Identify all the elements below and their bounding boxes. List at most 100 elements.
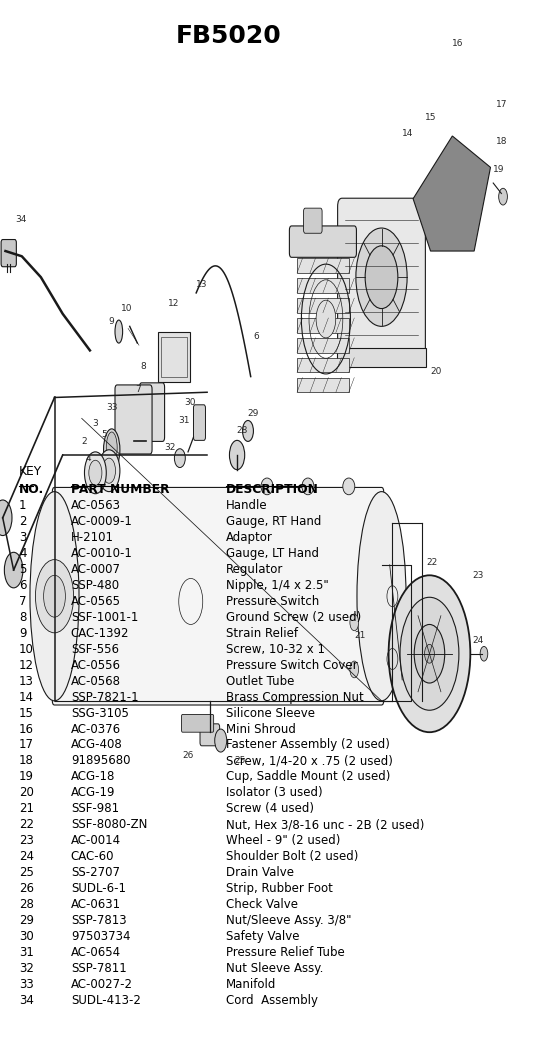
FancyBboxPatch shape: [297, 298, 349, 313]
FancyBboxPatch shape: [140, 383, 165, 441]
FancyBboxPatch shape: [297, 318, 349, 333]
Text: SUDL-413-2: SUDL-413-2: [71, 994, 141, 1006]
Text: Pressure Switch: Pressure Switch: [226, 595, 319, 608]
Text: AC-0010-1: AC-0010-1: [71, 547, 133, 560]
Text: AC-0568: AC-0568: [71, 675, 121, 687]
Text: 29: 29: [19, 914, 34, 927]
Text: 32: 32: [165, 444, 175, 452]
Text: 4: 4: [19, 547, 27, 560]
Text: SSP-7821-1: SSP-7821-1: [71, 690, 138, 704]
Text: H-2101: H-2101: [71, 531, 114, 544]
Text: Screw, 1/4-20 x .75 (2 used): Screw, 1/4-20 x .75 (2 used): [226, 754, 393, 768]
Text: Silicone Sleeve: Silicone Sleeve: [226, 707, 315, 720]
Text: 2: 2: [19, 515, 27, 528]
FancyBboxPatch shape: [304, 208, 322, 233]
Text: 10: 10: [19, 642, 34, 656]
Text: AC-0376: AC-0376: [71, 723, 121, 735]
Text: ACG-18: ACG-18: [71, 770, 115, 783]
Text: Screw (4 used): Screw (4 used): [226, 802, 314, 815]
Circle shape: [4, 552, 23, 588]
Text: 9: 9: [109, 317, 114, 325]
Text: Regulator: Regulator: [226, 563, 283, 576]
Text: 18: 18: [19, 754, 34, 768]
Text: SSP-7811: SSP-7811: [71, 962, 126, 975]
Text: Screw, 10-32 x 1: Screw, 10-32 x 1: [226, 642, 325, 656]
Text: Pressure Switch Cover: Pressure Switch Cover: [226, 659, 358, 672]
Ellipse shape: [104, 429, 120, 471]
Text: 28: 28: [237, 427, 248, 435]
Text: 19: 19: [493, 165, 505, 174]
Ellipse shape: [343, 478, 355, 495]
Text: CAC-60: CAC-60: [71, 850, 114, 863]
Text: AC-0007: AC-0007: [71, 563, 121, 576]
Text: Strain Relief: Strain Relief: [226, 627, 298, 640]
Text: Gauge, LT Hand: Gauge, LT Hand: [226, 547, 319, 560]
Text: 26: 26: [19, 882, 34, 895]
Text: Check Valve: Check Valve: [226, 897, 298, 911]
Ellipse shape: [115, 320, 123, 343]
Circle shape: [414, 624, 445, 683]
Circle shape: [98, 450, 120, 492]
Text: Ground Screw (2 used): Ground Screw (2 used): [226, 611, 361, 623]
Text: Pressure Relief Tube: Pressure Relief Tube: [226, 946, 345, 959]
Text: Brass Compression Nut: Brass Compression Nut: [226, 690, 364, 704]
Text: NO.: NO.: [19, 483, 44, 496]
Circle shape: [350, 614, 359, 631]
Text: 34: 34: [15, 215, 26, 224]
Text: 25: 25: [19, 866, 34, 879]
Text: 10: 10: [120, 304, 132, 313]
Circle shape: [229, 440, 245, 470]
FancyBboxPatch shape: [1, 240, 16, 267]
Text: AC-0027-2: AC-0027-2: [71, 978, 133, 991]
Text: Nut Sleeve Assy.: Nut Sleeve Assy.: [226, 962, 324, 975]
Text: 26: 26: [183, 751, 193, 759]
FancyBboxPatch shape: [115, 385, 152, 454]
Circle shape: [425, 644, 434, 663]
Text: CAC-1392: CAC-1392: [71, 627, 129, 640]
Text: 24: 24: [19, 850, 34, 863]
FancyBboxPatch shape: [297, 278, 349, 293]
Ellipse shape: [302, 478, 314, 495]
Text: SSP-480: SSP-480: [71, 579, 119, 592]
Text: 32: 32: [19, 962, 34, 975]
Text: Strip, Rubber Foot: Strip, Rubber Foot: [226, 882, 333, 895]
Text: 33: 33: [106, 404, 118, 412]
Text: 3: 3: [19, 531, 27, 544]
Text: SSF-981: SSF-981: [71, 802, 119, 815]
Text: Cord  Assembly: Cord Assembly: [226, 994, 318, 1006]
Text: 14: 14: [402, 130, 413, 138]
Circle shape: [35, 560, 74, 633]
Text: Wheel - 9" (2 used): Wheel - 9" (2 used): [226, 835, 341, 847]
Text: FB5020: FB5020: [176, 24, 282, 48]
Circle shape: [84, 452, 106, 494]
Text: AC-0563: AC-0563: [71, 499, 121, 513]
Text: PART NUMBER: PART NUMBER: [71, 483, 169, 496]
Text: 31: 31: [19, 946, 34, 959]
Ellipse shape: [357, 492, 406, 701]
Ellipse shape: [30, 492, 79, 701]
Text: 24: 24: [473, 636, 483, 644]
Text: 6: 6: [253, 333, 259, 341]
Circle shape: [44, 575, 65, 617]
Text: Drain Valve: Drain Valve: [226, 866, 294, 879]
Text: 7: 7: [135, 385, 141, 393]
Text: 16: 16: [452, 40, 464, 48]
Circle shape: [350, 661, 359, 678]
Text: 7: 7: [19, 595, 27, 608]
Text: SSF-8080-ZN: SSF-8080-ZN: [71, 818, 147, 832]
Text: Outlet Tube: Outlet Tube: [226, 675, 294, 687]
Text: 30: 30: [184, 399, 196, 407]
Ellipse shape: [174, 449, 185, 468]
Text: SSF-556: SSF-556: [71, 642, 119, 656]
Text: 5: 5: [19, 563, 27, 576]
Text: 29: 29: [248, 409, 259, 417]
Text: 4: 4: [86, 454, 92, 462]
Text: 15: 15: [19, 707, 34, 720]
Text: Mini Shroud: Mini Shroud: [226, 723, 296, 735]
Text: SS-2707: SS-2707: [71, 866, 120, 879]
Text: 97503734: 97503734: [71, 930, 130, 942]
FancyBboxPatch shape: [181, 714, 214, 732]
Text: SUDL-6-1: SUDL-6-1: [71, 882, 126, 895]
Text: Nut, Hex 3/8-16 unc - 2B (2 used): Nut, Hex 3/8-16 unc - 2B (2 used): [226, 818, 425, 832]
FancyBboxPatch shape: [200, 724, 220, 746]
